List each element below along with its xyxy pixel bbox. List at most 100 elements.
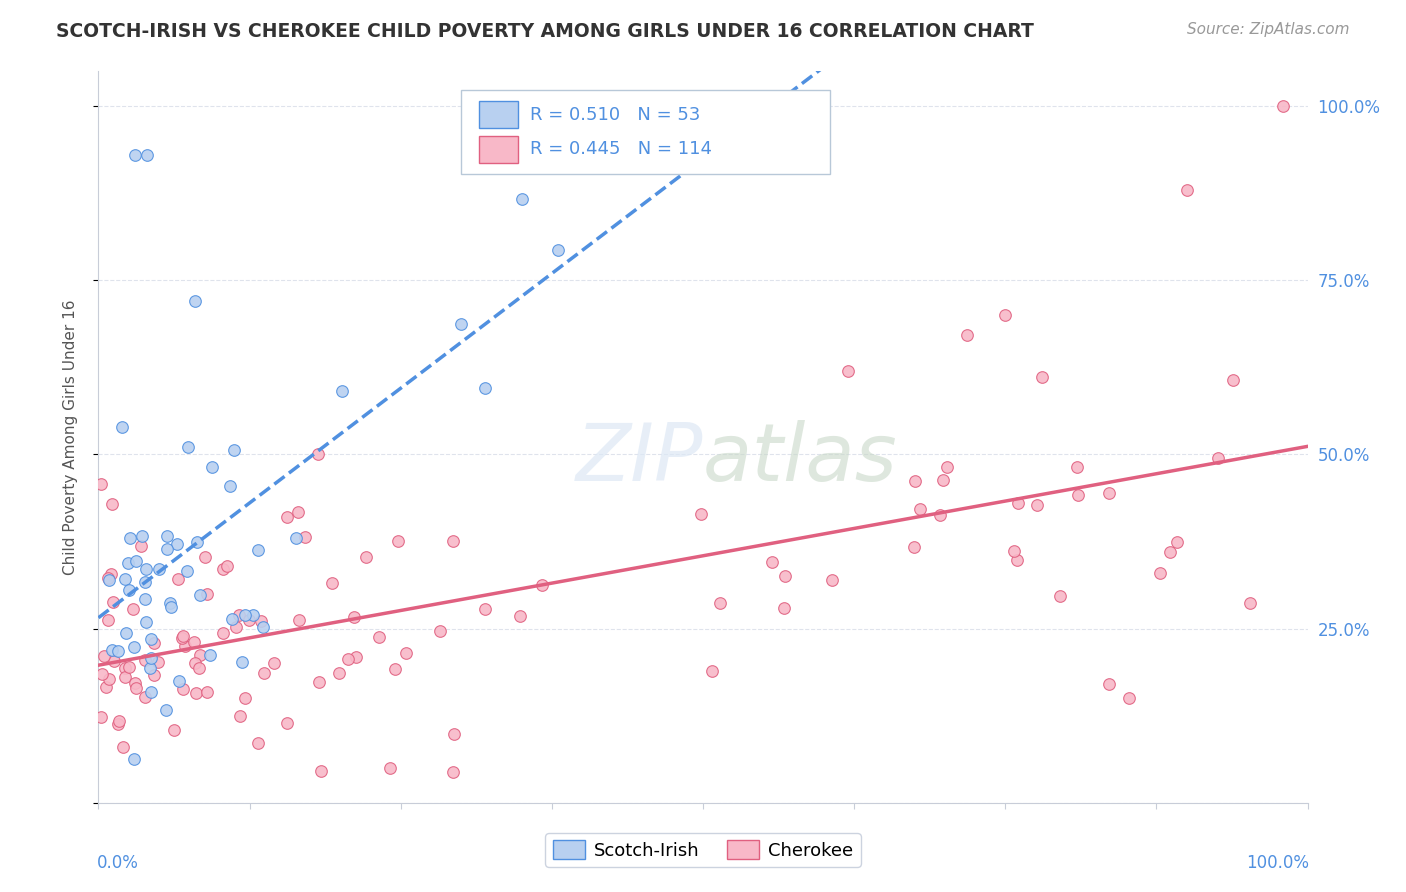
Point — [118, 660, 141, 674]
Text: 0.0%: 0.0% — [97, 854, 139, 872]
Point — [184, 686, 207, 700]
Point — [93, 648, 115, 663]
Point — [1098, 486, 1121, 500]
Point — [356, 549, 378, 564]
Point — [837, 364, 859, 378]
Point — [115, 626, 138, 640]
Point — [139, 650, 162, 665]
Text: R = 0.445   N = 114: R = 0.445 N = 114 — [530, 140, 711, 158]
Point — [124, 148, 146, 162]
Point — [177, 441, 200, 455]
Point — [124, 554, 146, 568]
Point — [700, 664, 723, 678]
Point — [98, 573, 121, 587]
Point — [122, 752, 145, 766]
Point — [166, 537, 188, 551]
Point — [246, 737, 269, 751]
Legend: Scotch-Irish, Cherokee: Scotch-Irish, Cherokee — [546, 833, 860, 867]
Point — [215, 559, 238, 574]
Point — [117, 556, 139, 570]
Point — [103, 654, 125, 668]
Point — [172, 629, 194, 643]
Point — [775, 569, 797, 583]
Point — [188, 588, 211, 602]
Point — [143, 668, 166, 682]
Point — [1007, 496, 1029, 510]
Point — [510, 192, 533, 206]
Point — [1175, 183, 1198, 197]
Point — [474, 602, 496, 616]
Point — [131, 529, 153, 543]
Point — [690, 507, 713, 521]
Point — [276, 510, 298, 524]
Point — [285, 531, 308, 545]
Point — [441, 764, 464, 779]
Point — [443, 727, 465, 741]
Point — [139, 661, 162, 675]
Point — [935, 460, 957, 475]
Point — [89, 710, 111, 724]
Point — [231, 655, 253, 669]
Point — [761, 555, 783, 569]
Point — [134, 690, 156, 704]
Point — [114, 572, 136, 586]
Point — [134, 592, 156, 607]
FancyBboxPatch shape — [479, 136, 517, 163]
Point — [148, 655, 170, 669]
Point — [167, 572, 190, 586]
Point — [773, 600, 796, 615]
Point — [395, 646, 418, 660]
Point — [233, 691, 256, 706]
Point — [212, 625, 235, 640]
Point — [1272, 99, 1295, 113]
Point — [159, 596, 181, 610]
Point — [129, 540, 152, 554]
Point — [1118, 691, 1140, 706]
Point — [474, 381, 496, 395]
Point — [170, 632, 193, 646]
Point — [141, 632, 163, 646]
Point — [1149, 566, 1171, 580]
Point — [233, 607, 256, 622]
Point — [97, 613, 120, 627]
Point — [97, 672, 120, 686]
Point — [908, 501, 931, 516]
Point — [994, 308, 1017, 322]
Point — [367, 631, 389, 645]
Point — [429, 624, 451, 638]
Point — [330, 384, 353, 399]
Point — [186, 534, 208, 549]
Point — [1066, 459, 1088, 474]
Point — [224, 443, 246, 458]
Point — [1239, 596, 1261, 610]
Point — [344, 650, 367, 665]
Point — [308, 675, 330, 690]
Point — [821, 573, 844, 587]
Point — [135, 615, 157, 629]
Point — [1002, 544, 1025, 558]
Point — [287, 505, 309, 519]
Point — [195, 685, 218, 699]
Point — [122, 640, 145, 655]
Point — [122, 602, 145, 616]
Point — [932, 473, 955, 487]
Point — [1031, 369, 1053, 384]
Point — [141, 684, 163, 698]
Point — [904, 474, 927, 488]
Point — [253, 666, 276, 681]
FancyBboxPatch shape — [461, 90, 830, 174]
Point — [1007, 552, 1029, 566]
Point — [155, 703, 177, 717]
Point — [156, 528, 179, 542]
Point — [378, 761, 401, 775]
Point — [200, 648, 222, 662]
Point — [135, 562, 157, 576]
Point — [509, 608, 531, 623]
Point — [225, 619, 247, 633]
Point — [263, 657, 285, 671]
Point — [172, 682, 194, 697]
Text: atlas: atlas — [703, 420, 898, 498]
Point — [107, 644, 129, 658]
Point — [1025, 499, 1047, 513]
FancyBboxPatch shape — [479, 102, 517, 128]
